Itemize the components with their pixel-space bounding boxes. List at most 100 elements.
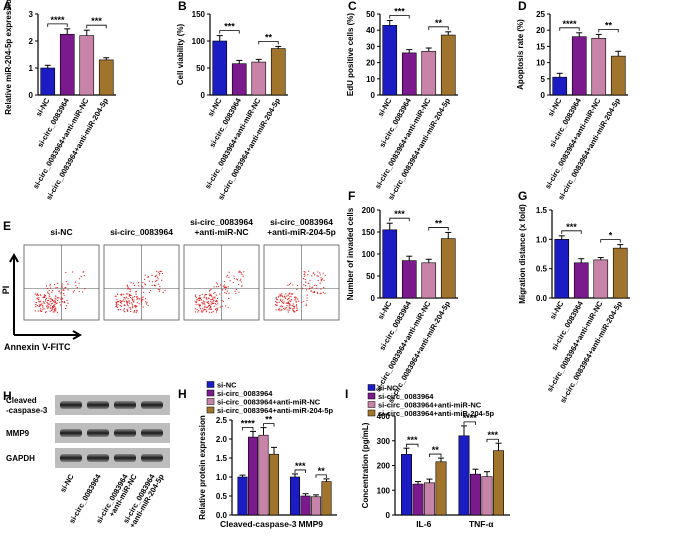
- cell-dot: [42, 301, 45, 303]
- cell-dot: [288, 293, 290, 295]
- cell-dot: [42, 308, 44, 311]
- y-tick-label: 100: [362, 250, 376, 259]
- x-tick-label: MMP9: [298, 519, 323, 529]
- cell-dot: [287, 302, 289, 305]
- panel-label: I: [345, 387, 348, 401]
- cell-dot: [128, 307, 130, 309]
- cell-dot: [126, 308, 128, 311]
- cell-dot: [157, 278, 159, 280]
- cell-dot: [305, 289, 308, 291]
- error-bar: [386, 222, 393, 230]
- cell-dot: [199, 306, 201, 308]
- cell-dot: [54, 306, 56, 308]
- cell-dot: [279, 305, 281, 307]
- legend-label: si-circ_0083964+anti-miR-NC: [378, 401, 482, 410]
- bar: [231, 63, 247, 96]
- cell-dot: [240, 281, 243, 283]
- cell-dot: [194, 295, 197, 297]
- cell-dot: [195, 300, 198, 302]
- bar: [424, 482, 435, 516]
- cell-dot: [314, 274, 316, 276]
- cell-dot: [284, 307, 286, 309]
- significance-bracket: [598, 29, 619, 33]
- cell-dot: [51, 299, 54, 301]
- cell-dot: [217, 307, 219, 309]
- cell-dot: [47, 302, 49, 304]
- cell-dot: [41, 303, 43, 305]
- cell-dot: [131, 297, 133, 299]
- cell-dot: [276, 304, 278, 306]
- cell-dot: [53, 308, 56, 310]
- significance-label: ***: [91, 16, 102, 26]
- cell-dot: [116, 293, 119, 295]
- cell-dot: [224, 284, 226, 286]
- cell-dot: [115, 296, 117, 298]
- cell-dot: [219, 306, 221, 308]
- cell-dot: [305, 303, 307, 305]
- error-bar: [406, 49, 413, 53]
- cell-dot: [159, 285, 161, 288]
- significance-label: ***: [224, 22, 235, 32]
- blot-band: [141, 401, 163, 409]
- cell-dot: [49, 307, 52, 309]
- cell-dot: [209, 294, 211, 297]
- blot-band: [141, 429, 163, 437]
- cell-dot: [144, 283, 146, 285]
- error-bar: [403, 447, 410, 455]
- cell-dot: [132, 305, 134, 307]
- cell-dot: [124, 297, 126, 299]
- cell-dot: [319, 274, 321, 276]
- error-bar: [255, 58, 262, 63]
- cell-dot: [281, 300, 283, 303]
- cell-dot: [209, 305, 212, 307]
- cell-dot: [46, 304, 48, 306]
- cell-dot: [157, 288, 159, 291]
- cell-dot: [227, 307, 229, 309]
- significance-bracket: [486, 438, 499, 443]
- panel-label: H: [178, 387, 187, 401]
- panel-label: G: [518, 189, 527, 203]
- cell-dot: [49, 287, 51, 289]
- cell-dot: [45, 285, 48, 287]
- cell-dot: [155, 280, 157, 282]
- error-bar: [495, 442, 502, 451]
- cell-dot: [40, 308, 42, 310]
- cell-dot: [140, 299, 143, 302]
- cell-dot: [320, 279, 322, 281]
- cell-dot: [47, 291, 49, 293]
- cell-dot: [78, 282, 80, 284]
- legend-swatch: [367, 401, 376, 408]
- cell-dot: [63, 292, 65, 295]
- cell-dot: [50, 300, 52, 302]
- significance-label: **: [265, 415, 273, 425]
- cell-dot: [118, 301, 120, 303]
- cell-dot: [279, 295, 282, 297]
- cell-dot: [297, 298, 299, 300]
- y-axis-label: Relative miR-204-5p expression: [4, 0, 13, 115]
- cell-dot: [122, 309, 125, 311]
- cell-dot: [158, 290, 161, 292]
- y-tick-label: 2: [29, 37, 34, 46]
- cell-dot: [141, 285, 143, 287]
- significance-label: ***: [295, 461, 306, 471]
- cell-dot: [317, 279, 319, 282]
- cell-dot: [275, 309, 277, 311]
- cell-dot: [278, 308, 280, 310]
- bar: [79, 35, 95, 96]
- y-tick-label: 1.5: [536, 206, 548, 215]
- cell-dot: [145, 301, 147, 303]
- significance-bracket: [389, 217, 410, 222]
- cell-dot: [323, 279, 325, 281]
- significance-bracket: [258, 41, 279, 45]
- cell-dot: [61, 286, 63, 288]
- cell-dot: [161, 272, 164, 275]
- cell-dot: [199, 299, 201, 302]
- cell-dot: [206, 298, 208, 300]
- cell-dot: [146, 302, 148, 304]
- cell-dot: [141, 297, 143, 299]
- cell-dot: [309, 285, 311, 287]
- cell-dot: [201, 293, 203, 295]
- cell-dot: [216, 308, 218, 311]
- x-tick-label: si-NC: [546, 96, 564, 118]
- cell-dot: [161, 279, 163, 281]
